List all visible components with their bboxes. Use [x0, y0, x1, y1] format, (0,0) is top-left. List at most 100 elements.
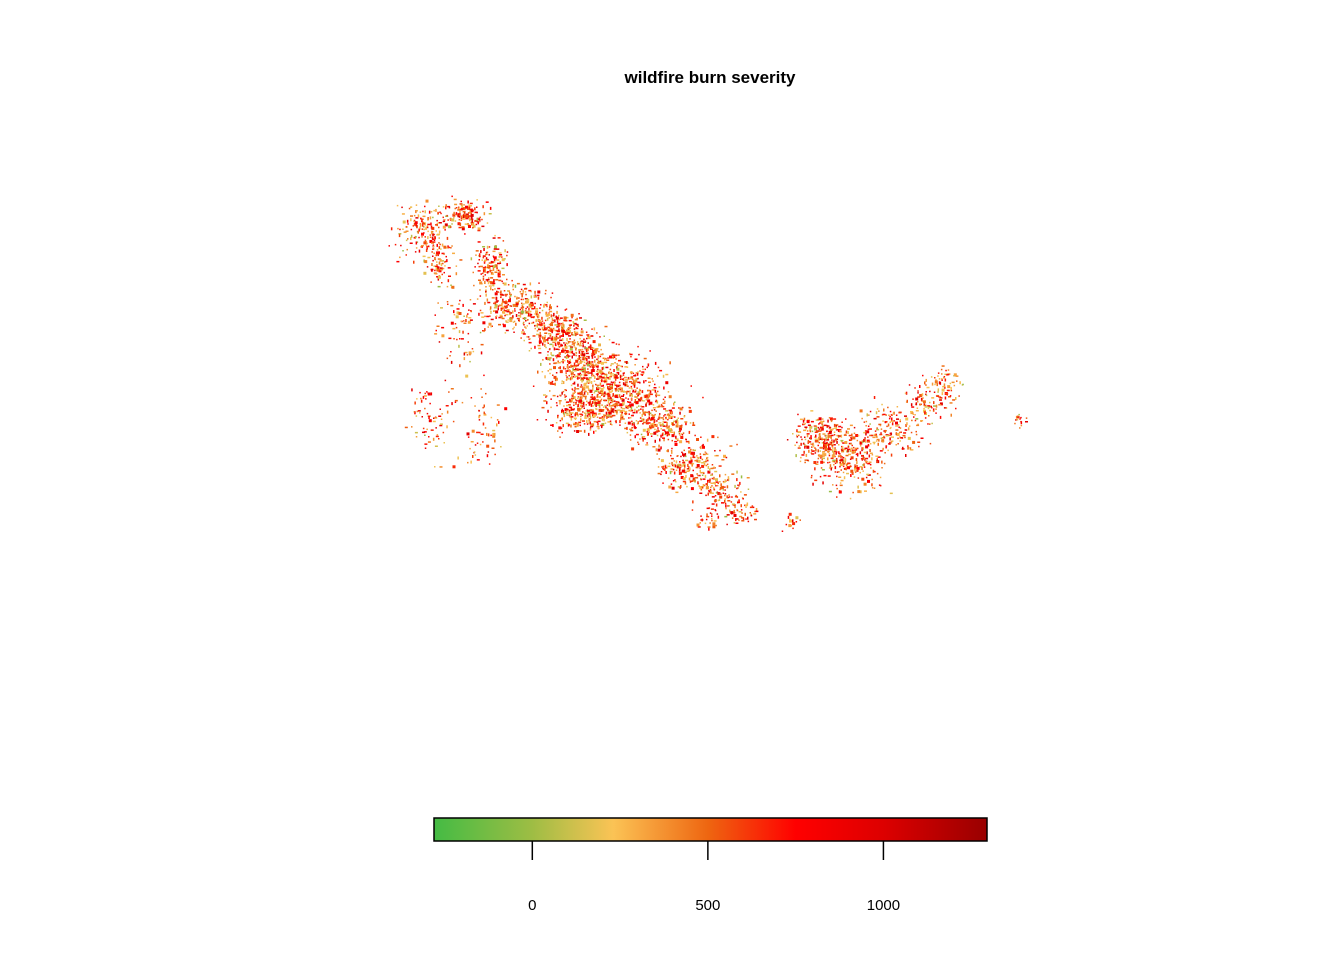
burn-pixel	[621, 418, 625, 420]
burn-pixel	[549, 304, 551, 308]
burn-pixel	[513, 320, 516, 323]
burn-pixel	[818, 437, 820, 441]
burn-pixel	[856, 453, 859, 457]
burn-pixel	[481, 316, 485, 318]
burn-pixel	[563, 329, 566, 333]
burn-pixel	[479, 309, 482, 312]
burn-pixel	[605, 411, 608, 415]
burn-pixel	[716, 513, 719, 515]
burn-pixel	[506, 305, 508, 309]
burn-pixel	[571, 371, 573, 373]
burn-pixel	[446, 214, 448, 217]
burn-pixel	[482, 255, 485, 257]
burn-pixel	[646, 397, 650, 399]
burn-pixel	[907, 436, 911, 440]
burn-pixel	[659, 438, 661, 442]
burn-pixel	[630, 355, 632, 358]
burn-pixel	[552, 327, 555, 330]
burn-pixel	[706, 483, 708, 486]
burn-pixel	[709, 522, 711, 524]
burn-pixel	[493, 256, 495, 258]
burn-pixel	[596, 378, 600, 380]
burn-pixel	[651, 389, 655, 391]
burn-pixel	[917, 441, 921, 443]
burn-pixel	[413, 411, 416, 413]
burn-pixel	[563, 414, 566, 418]
burn-pixel	[591, 398, 593, 400]
burn-pixel	[590, 381, 593, 384]
burn-pixel	[542, 336, 544, 340]
burn-pixel	[576, 341, 579, 345]
burn-pixel	[724, 494, 726, 497]
burn-pixel	[645, 399, 648, 401]
burn-pixel	[681, 465, 684, 467]
burn-pixel	[458, 303, 460, 305]
burn-pixel	[922, 397, 924, 399]
burn-pixel	[546, 317, 549, 321]
burn-pixel	[485, 253, 487, 256]
burn-pixel	[444, 219, 446, 221]
burn-pixel	[605, 357, 607, 360]
burn-pixel	[443, 253, 445, 255]
burn-pixel	[713, 466, 715, 468]
burn-pixel	[581, 378, 583, 380]
burn-pixel	[632, 378, 634, 381]
burn-pixel	[882, 413, 886, 416]
burn-pixel	[695, 466, 699, 469]
burn-pixel	[723, 481, 725, 484]
burn-pixel	[625, 406, 627, 409]
burn-pixel	[571, 409, 575, 411]
burn-pixel	[660, 446, 662, 450]
burn-pixel	[594, 359, 596, 363]
burn-pixel	[719, 486, 722, 490]
burn-pixel	[677, 422, 679, 424]
burn-pixel	[422, 210, 424, 213]
burn-pixel	[556, 320, 559, 324]
burn-pixel	[836, 487, 838, 490]
burn-pixel	[885, 414, 887, 416]
burn-pixel	[595, 399, 599, 401]
burn-pixel	[585, 390, 587, 393]
burn-pixel	[888, 417, 891, 420]
burn-pixel	[555, 335, 558, 337]
burn-pixel	[600, 394, 603, 396]
burn-pixel	[927, 407, 930, 410]
burn-pixel	[566, 370, 569, 372]
burn-pixel	[492, 282, 496, 285]
burn-pixel	[603, 386, 605, 389]
burn-pixel	[819, 475, 822, 478]
burn-pixel	[859, 409, 863, 413]
burn-pixel	[820, 460, 824, 464]
burn-pixel	[563, 324, 565, 328]
burn-pixel	[614, 420, 617, 422]
burn-pixel	[429, 234, 431, 236]
burn-pixel	[937, 391, 939, 393]
burn-pixel	[812, 442, 814, 446]
burn-pixel	[405, 226, 408, 228]
burn-pixel	[639, 389, 642, 392]
burn-pixel	[942, 385, 946, 388]
burn-pixel	[612, 357, 614, 359]
burn-pixel	[874, 470, 876, 473]
burn-pixel	[565, 350, 569, 353]
burn-pixel	[943, 377, 945, 379]
burn-pixel	[860, 490, 862, 494]
burn-pixel	[518, 300, 520, 302]
burn-pixel	[422, 255, 426, 258]
burn-pixel	[625, 391, 627, 393]
burn-pixel	[867, 445, 870, 447]
burn-pixel	[548, 348, 551, 351]
burn-pixel	[547, 351, 549, 353]
burn-pixel	[567, 404, 571, 406]
burn-pixel	[472, 455, 474, 458]
burn-pixel	[573, 401, 575, 404]
burn-pixel	[915, 430, 917, 433]
burn-pixel	[882, 441, 884, 443]
burn-pixel	[573, 354, 576, 356]
burn-pixel	[469, 299, 472, 301]
burn-pixel	[437, 285, 441, 288]
burn-pixel	[685, 459, 689, 462]
burn-pixel	[598, 412, 600, 415]
burn-pixel	[679, 425, 683, 429]
burn-pixel	[521, 294, 523, 298]
